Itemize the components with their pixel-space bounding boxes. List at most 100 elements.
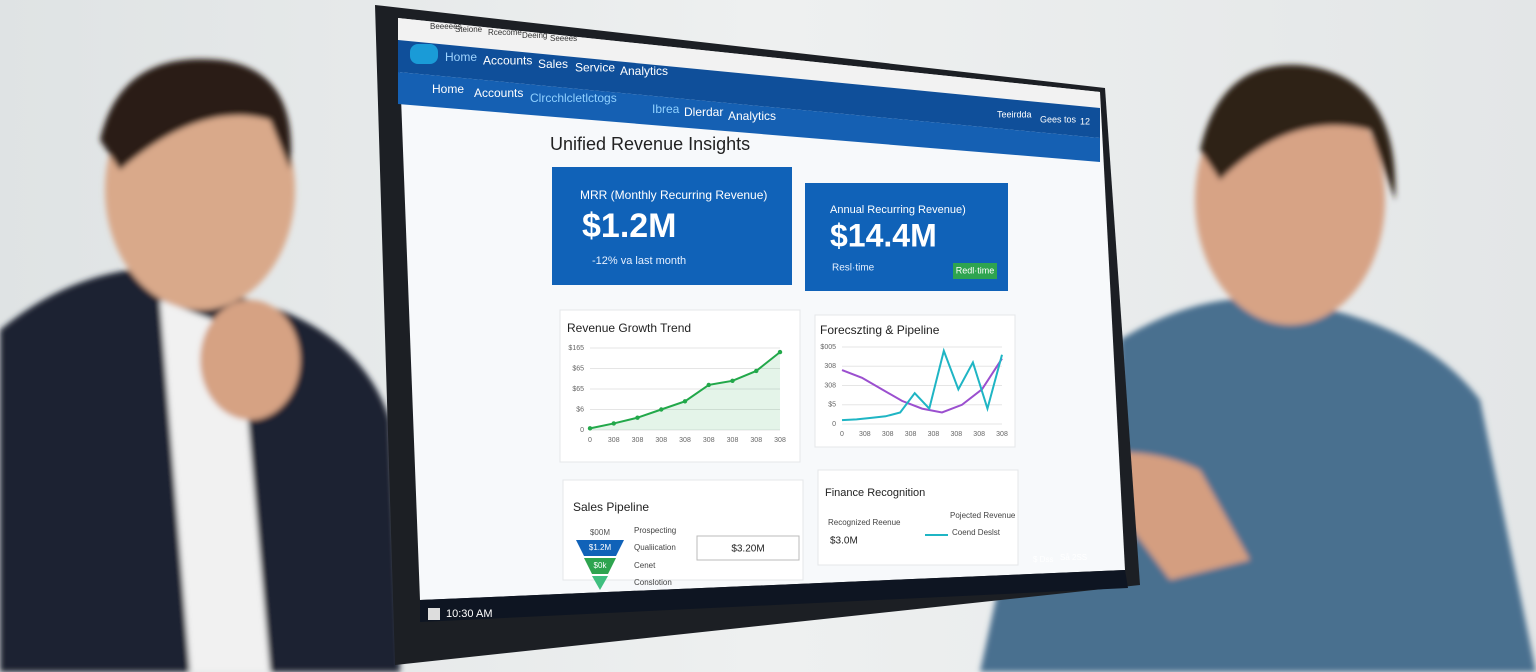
point [706,382,711,388]
point [635,415,640,420]
nav-item: Gees tos [1040,114,1077,124]
x-tick-label: 308 [973,431,985,438]
card-value: $1.2M [582,207,677,245]
line [841,347,1003,422]
x-tick-label: 308 [750,437,762,444]
funnel-label: $0k [594,561,608,570]
nav-item: Sales [538,57,568,71]
page-title: Unified Revenue Insights [550,134,750,154]
tray-item: Så 2SS [1060,553,1087,562]
finance-label: Recognized Reenue [828,518,901,527]
card-value: $14.4M [830,217,937,253]
y-tick-label: $65 [572,365,584,372]
taskbar-time: 10:30 AM [446,608,492,620]
nav-item: Analytics [620,64,668,78]
x-tick-label: 308 [905,431,917,438]
y-tick-label: $5 [828,402,836,409]
finance-value: $3.0M [830,536,858,547]
panel [559,309,801,463]
chart-title: Forecszting & Pipeline [820,323,940,337]
card-label: Annual Recurring Revenue) [830,204,966,216]
browser-bar [398,18,1100,108]
funnel-label: $00M [590,528,610,537]
nav-primary [398,40,1100,138]
point [754,368,759,374]
browser-tab: Rcecome [488,28,522,37]
finance-label: Pojected Revenue [950,511,1016,520]
y-tick-label: 0 [580,427,584,434]
panel [814,314,1016,448]
nav-secondary [398,72,1100,162]
point [587,426,593,431]
browser-tab: Steione [455,25,483,34]
x-tick-label: 308 [996,431,1008,438]
card-label: MRR (Monthly Recurring Revenue) [580,188,767,202]
nav-item: Home [432,82,464,96]
browser-tab: Deeing [522,31,547,40]
funnel-part [592,576,608,590]
card [552,167,792,285]
stage-label: Cenet [634,561,656,570]
y-tick-label: 308 [824,382,836,389]
browser-tab: Seeees [550,34,577,43]
x-tick-label: 308 [950,431,962,438]
x-tick-label: 308 [774,437,786,444]
card-note: -12% va last month [592,255,686,267]
x-tick-label: 308 [608,437,620,444]
y-tick-label: $6 [576,406,584,413]
taskbar [420,570,1128,622]
total-value: $3.20M [731,544,764,555]
funnel-part [576,540,624,556]
stage-label: Conslotion [634,578,672,587]
funnel-label: $1.2M [589,543,612,552]
tray-item: $ Dss [1033,555,1053,564]
y-tick-label: $005 [820,344,836,351]
point [611,421,616,426]
x-tick-label: 0 [840,431,844,438]
start-icon [428,608,440,620]
nav-item: Accounts [483,54,532,68]
point [659,407,664,412]
legend-text: Coend Deslst [952,528,1001,537]
panel-title: Sales Pipeline [573,500,649,514]
x-tick-label: 0 [588,437,592,444]
x-tick-label: 308 [679,437,691,444]
nav-item: 12 [1080,116,1090,126]
y-tick-label: 0 [832,421,836,428]
card-note: Resl·time [832,263,875,274]
point [777,349,783,355]
total-box [696,535,800,561]
point [730,378,735,383]
browser-tab: Beeeees [430,22,462,31]
y-tick-label: $165 [568,345,584,352]
y-tick-label: $65 [572,386,584,393]
point [682,399,688,404]
x-tick-label: 308 [655,437,667,444]
x-tick-label: 308 [703,437,715,444]
panel-title: Finance Recognition [825,487,925,499]
funnel-part [584,558,616,574]
nav-item: Clrcchlcletlctogs [530,91,617,105]
x-tick-label: 308 [632,437,644,444]
x-tick-label: 308 [859,431,871,438]
x-tick-label: 308 [882,431,894,438]
logo [410,44,438,64]
stage-label: Qualiication [634,543,676,552]
line [841,358,1003,414]
x-tick-label: 308 [727,437,739,444]
y-tick-label: 308 [824,363,836,370]
nav-item: Teeirdda [997,109,1032,119]
area [590,352,780,430]
nav-item: Dlerdar [684,105,723,119]
nav-item: Ibrea [652,102,680,116]
badge-text: Redl·time [956,265,995,275]
nav-item: Accounts [474,86,523,100]
chart-title: Revenue Growth Trend [567,321,691,335]
nav-item: Service [575,61,615,75]
x-tick-label: 308 [928,431,940,438]
nav-item: Home [445,50,477,64]
badge [953,263,997,279]
nav-item: Analytics [728,109,776,123]
